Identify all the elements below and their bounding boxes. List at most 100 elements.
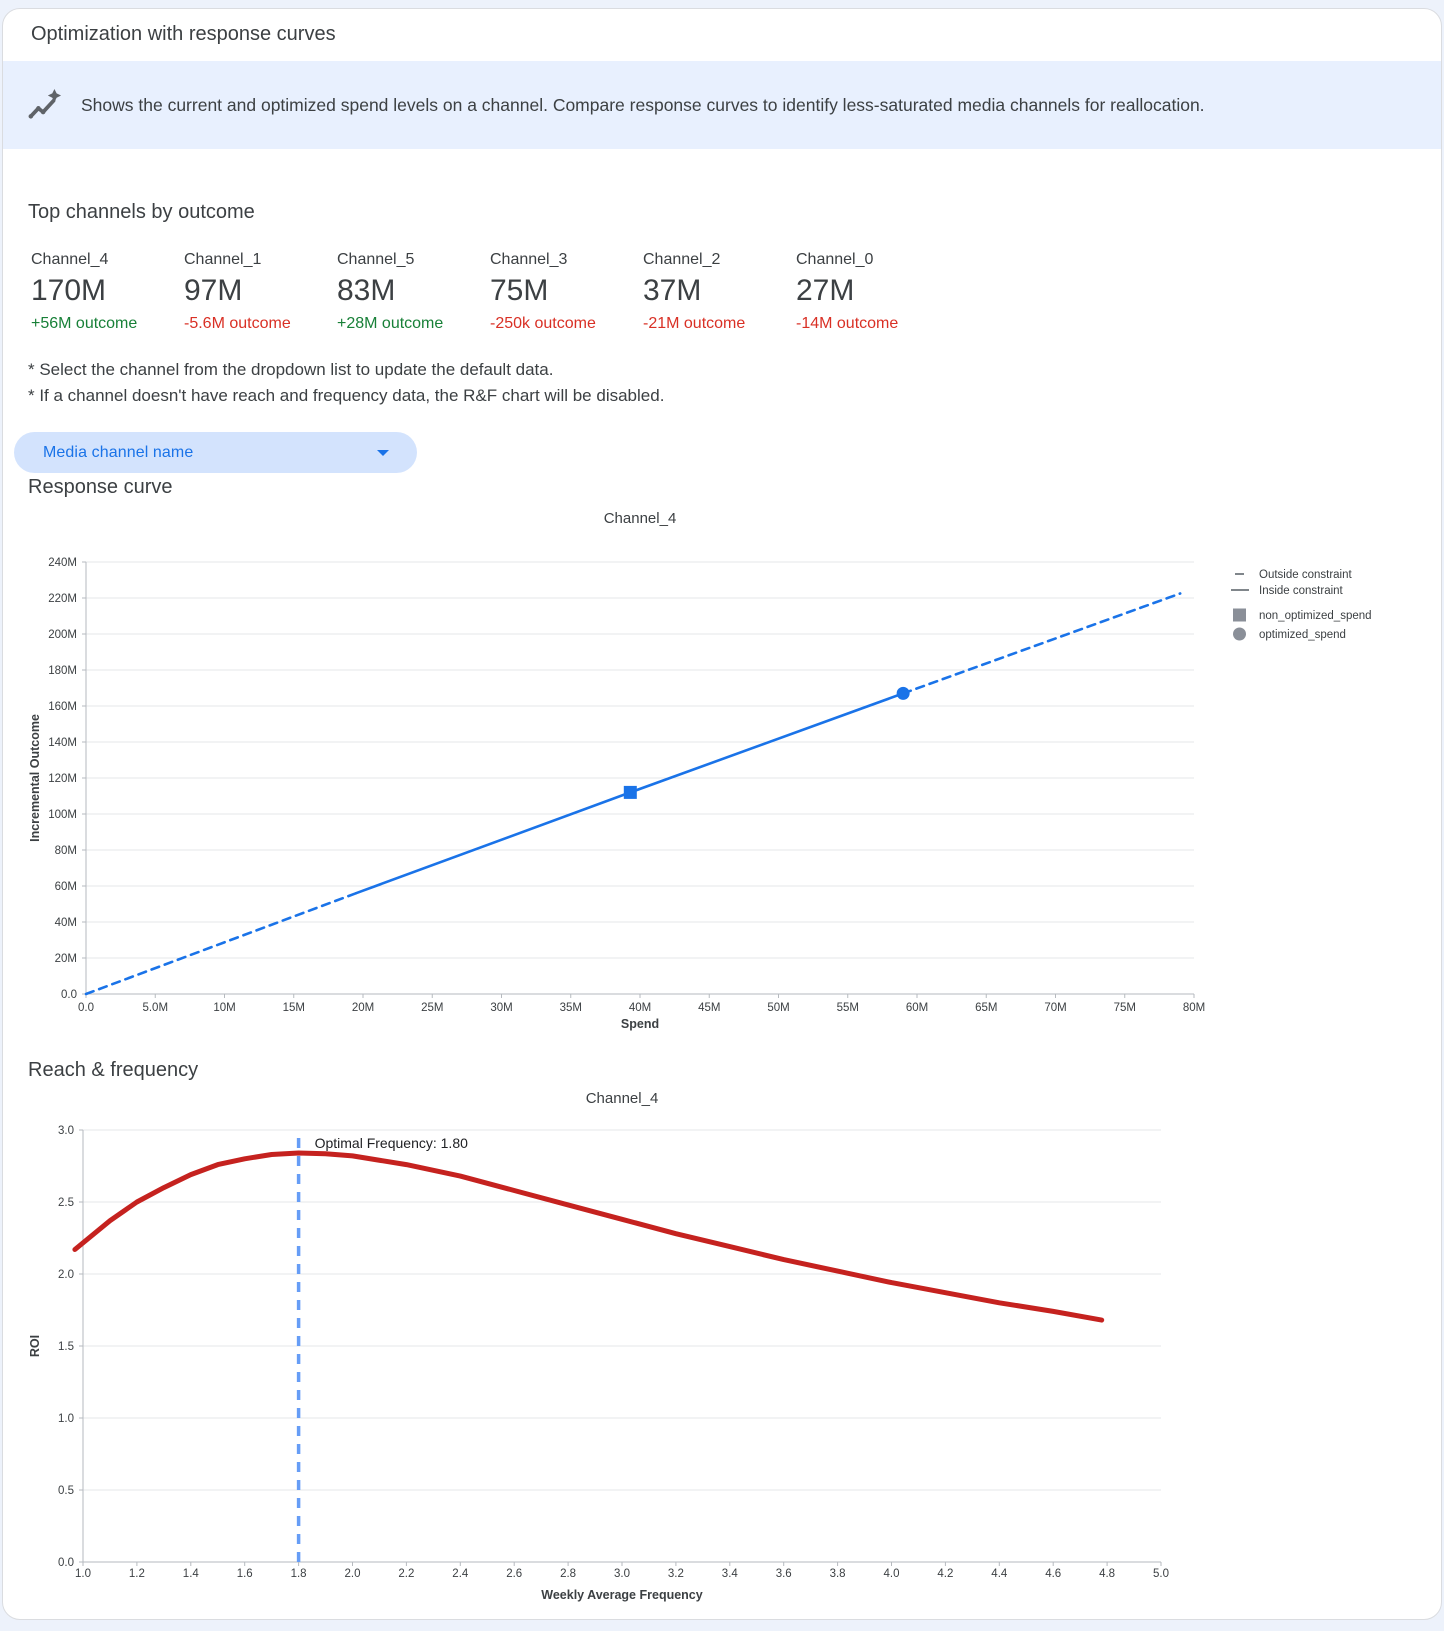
channel-name: Channel_2 — [643, 251, 721, 268]
response-curve-heading: Response curve — [28, 476, 173, 498]
svg-text:80M: 80M — [55, 845, 77, 857]
channel-summary: Channel_2 37M -21M outcome — [643, 249, 796, 335]
svg-text:0.0: 0.0 — [58, 1557, 74, 1569]
svg-text:60M: 60M — [906, 1002, 928, 1014]
channel-name: Channel_3 — [490, 251, 568, 268]
svg-text:Channel_4: Channel_4 — [604, 510, 677, 527]
svg-text:4.8: 4.8 — [1099, 1568, 1115, 1580]
svg-text:Incremental Outcome: Incremental Outcome — [28, 714, 42, 842]
channel-value: 27M — [796, 274, 855, 307]
svg-text:120M: 120M — [48, 773, 77, 785]
svg-text:4.4: 4.4 — [991, 1568, 1008, 1580]
svg-text:70M: 70M — [1044, 1002, 1066, 1014]
svg-text:1.2: 1.2 — [129, 1568, 145, 1580]
channel-value: 170M — [31, 274, 107, 307]
svg-text:25M: 25M — [421, 1002, 443, 1014]
page-title: Optimization with response curves — [31, 23, 336, 45]
channel-name: Channel_4 — [31, 251, 109, 268]
svg-text:ROI: ROI — [28, 1335, 42, 1357]
banner-description: Shows the current and optimized spend le… — [81, 94, 1205, 115]
svg-text:2.6: 2.6 — [506, 1568, 522, 1580]
svg-text:0.0: 0.0 — [61, 989, 77, 1001]
svg-text:75M: 75M — [1114, 1002, 1136, 1014]
svg-text:3.0: 3.0 — [58, 1125, 74, 1137]
channel-outcome-delta: -5.6M outcome — [184, 315, 291, 332]
svg-text:Weekly Average Frequency: Weekly Average Frequency — [541, 1588, 702, 1602]
svg-text:2.4: 2.4 — [452, 1568, 469, 1580]
svg-text:3.4: 3.4 — [722, 1568, 739, 1580]
chevron-down-icon — [377, 450, 389, 456]
svg-text:55M: 55M — [837, 1002, 859, 1014]
channel-value: 83M — [337, 274, 396, 307]
svg-text:2.5: 2.5 — [58, 1197, 74, 1209]
svg-text:0.5: 0.5 — [58, 1485, 74, 1497]
svg-text:140M: 140M — [48, 737, 77, 749]
svg-text:4.0: 4.0 — [884, 1568, 900, 1580]
channel-outcome-delta: +56M outcome — [31, 315, 138, 332]
svg-text:3.8: 3.8 — [830, 1568, 846, 1580]
svg-text:30M: 30M — [490, 1002, 512, 1014]
response-curve-chart: 0.0 20M 40M 60M 80M 100M 120M 140M 160M 180M 200M 2… — [28, 510, 1372, 1031]
channel-outcome-delta: +28M outcome — [337, 315, 444, 332]
usage-notes: * Select the channel from the dropdown l… — [28, 357, 664, 409]
channel-value: 97M — [184, 274, 243, 307]
svg-text:optimized_spend: optimized_spend — [1259, 629, 1346, 641]
non_optimized_spend-marker — [623, 785, 637, 799]
optimal-frequency-annotation: Optimal Frequency: 1.80 — [315, 1135, 469, 1151]
svg-text:1.4: 1.4 — [183, 1568, 200, 1580]
channel-summary: Channel_4 170M +56M outcome — [31, 249, 184, 335]
note-line: * If a channel doesn't have reach and fr… — [28, 386, 665, 405]
channel-name: Channel_1 — [184, 251, 262, 268]
channel-value: 75M — [490, 274, 549, 307]
svg-text:Outside constraint: Outside constraint — [1259, 569, 1352, 581]
svg-text:160M: 160M — [48, 701, 77, 713]
svg-text:35M: 35M — [560, 1002, 582, 1014]
svg-text:240M: 240M — [48, 557, 77, 569]
channel-outcome-delta: -21M outcome — [643, 315, 746, 332]
svg-text:3.2: 3.2 — [668, 1568, 684, 1580]
svg-text:10M: 10M — [213, 1002, 235, 1014]
svg-text:1.0: 1.0 — [58, 1413, 74, 1425]
svg-text:15M: 15M — [283, 1002, 305, 1014]
top-channels-heading: Top channels by outcome — [28, 201, 255, 223]
svg-text:1.6: 1.6 — [237, 1568, 253, 1580]
channel-outcome-delta: -250k outcome — [490, 315, 596, 332]
info-banner: Shows the current and optimized spend le… — [3, 61, 1441, 149]
svg-text:non_optimized_spend: non_optimized_spend — [1259, 610, 1372, 622]
media-channel-dropdown[interactable]: Media channel name — [14, 432, 417, 473]
svg-text:80M: 80M — [1183, 1002, 1205, 1014]
channel-summary: Channel_3 75M -250k outcome — [490, 249, 643, 335]
channel-name: Channel_5 — [337, 251, 415, 268]
svg-text:60M: 60M — [55, 881, 77, 893]
svg-text:20M: 20M — [55, 953, 77, 965]
svg-text:2.2: 2.2 — [398, 1568, 414, 1580]
svg-text:180M: 180M — [48, 665, 77, 677]
channel-summary: Channel_0 27M -14M outcome — [796, 249, 949, 335]
channel-summary: Channel_5 83M +28M outcome — [337, 249, 490, 335]
svg-text:5.0: 5.0 — [1153, 1568, 1169, 1580]
svg-text:40M: 40M — [629, 1002, 651, 1014]
channel-name: Channel_0 — [796, 251, 874, 268]
optimized_spend-marker — [896, 686, 910, 700]
channel-outcome-delta: -14M outcome — [796, 315, 899, 332]
svg-text:4.2: 4.2 — [937, 1568, 953, 1580]
svg-text:2.0: 2.0 — [58, 1269, 74, 1281]
svg-text:200M: 200M — [48, 629, 77, 641]
channel-summary: Channel_1 97M -5.6M outcome — [184, 249, 337, 335]
svg-text:0.0: 0.0 — [78, 1002, 94, 1014]
svg-text:50M: 50M — [767, 1002, 789, 1014]
svg-text:Channel_4: Channel_4 — [586, 1090, 659, 1107]
top-channels-row: Channel_4 170M +56M outcome Channel_1 97M -5.… — [31, 249, 949, 335]
insights-icon — [28, 88, 62, 119]
svg-text:4.6: 4.6 — [1045, 1568, 1061, 1580]
svg-text:45M: 45M — [698, 1002, 720, 1014]
svg-text:40M: 40M — [55, 917, 77, 929]
svg-text:65M: 65M — [975, 1002, 997, 1014]
svg-text:2.8: 2.8 — [560, 1568, 576, 1580]
channel-value: 37M — [643, 274, 702, 307]
optimization-card: Optimization with response curves Shows … — [2, 8, 1442, 1620]
svg-text:Spend: Spend — [621, 1017, 659, 1031]
svg-text:100M: 100M — [48, 809, 77, 821]
note-line: * Select the channel from the dropdown l… — [28, 360, 554, 379]
svg-text:1.8: 1.8 — [291, 1568, 307, 1580]
